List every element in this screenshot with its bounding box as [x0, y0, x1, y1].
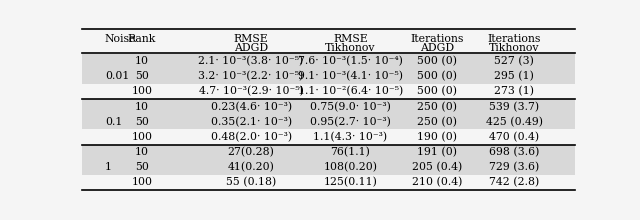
Text: 41(0.20): 41(0.20) [228, 162, 275, 172]
Bar [83, 53, 575, 69]
Bar [83, 145, 575, 160]
Text: 3.2· 10⁻³(2.2· 10⁻⁵): 3.2· 10⁻³(2.2· 10⁻⁵) [198, 71, 304, 81]
Text: 108(0.20): 108(0.20) [323, 162, 378, 172]
Text: 0.01: 0.01 [105, 71, 129, 81]
Text: 0.23(4.6· 10⁻³): 0.23(4.6· 10⁻³) [211, 101, 292, 112]
Text: ADGD: ADGD [234, 43, 268, 53]
Text: 125(0.11): 125(0.11) [323, 177, 377, 188]
Text: 470 (0.4): 470 (0.4) [489, 132, 539, 142]
Text: 9.1· 10⁻³(4.1· 10⁻⁵): 9.1· 10⁻³(4.1· 10⁻⁵) [298, 71, 403, 81]
Text: 250 (0): 250 (0) [417, 101, 457, 112]
Text: 0.48(2.0· 10⁻³): 0.48(2.0· 10⁻³) [211, 132, 292, 142]
Text: 295 (1): 295 (1) [494, 71, 534, 81]
Text: 55 (0.18): 55 (0.18) [226, 177, 276, 188]
Text: 698 (3.6): 698 (3.6) [489, 147, 539, 157]
Text: 210 (0.4): 210 (0.4) [412, 177, 462, 188]
Text: 10: 10 [135, 56, 149, 66]
Bar [83, 99, 575, 114]
Text: 273 (1): 273 (1) [494, 86, 534, 97]
Text: 10: 10 [135, 147, 149, 157]
Text: 729 (3.6): 729 (3.6) [489, 162, 539, 172]
Bar [83, 160, 575, 175]
Text: 539 (3.7): 539 (3.7) [489, 101, 539, 112]
Text: RMSE: RMSE [333, 34, 368, 44]
Text: 0.35(2.1· 10⁻³): 0.35(2.1· 10⁻³) [211, 117, 292, 127]
Text: 100: 100 [131, 177, 152, 187]
Text: 7.6· 10⁻³(1.5· 10⁻⁴): 7.6· 10⁻³(1.5· 10⁻⁴) [298, 56, 403, 66]
Text: 50: 50 [135, 71, 149, 81]
Text: 500 (0): 500 (0) [417, 71, 457, 81]
Text: Iterations: Iterations [410, 34, 464, 44]
Text: RMSE: RMSE [234, 34, 269, 44]
Text: 527 (3): 527 (3) [494, 56, 534, 66]
Text: 76(1.1): 76(1.1) [330, 147, 371, 157]
Text: 191 (0): 191 (0) [417, 147, 457, 157]
Text: 250 (0): 250 (0) [417, 117, 457, 127]
Text: 500 (0): 500 (0) [417, 86, 457, 97]
Text: 100: 100 [131, 132, 152, 142]
Text: 0.1: 0.1 [105, 117, 122, 127]
Text: 50: 50 [135, 162, 149, 172]
Text: 10: 10 [135, 102, 149, 112]
Text: 50: 50 [135, 117, 149, 127]
Text: 425 (0.49): 425 (0.49) [486, 117, 543, 127]
Text: 1: 1 [105, 162, 112, 172]
Text: 742 (2.8): 742 (2.8) [489, 177, 539, 188]
Text: ADGD: ADGD [420, 43, 454, 53]
Text: Tikhonov: Tikhonov [489, 43, 540, 53]
Text: 0.75(9.0· 10⁻³): 0.75(9.0· 10⁻³) [310, 101, 391, 112]
Text: 205 (0.4): 205 (0.4) [412, 162, 462, 172]
Text: Tikhonov: Tikhonov [325, 43, 376, 53]
Text: 0.95(2.7· 10⁻³): 0.95(2.7· 10⁻³) [310, 117, 391, 127]
Text: 100: 100 [131, 86, 152, 96]
Text: Noise: Noise [105, 34, 136, 44]
Bar [83, 114, 575, 129]
Text: 2.1· 10⁻³(3.8· 10⁻⁵): 2.1· 10⁻³(3.8· 10⁻⁵) [198, 56, 304, 66]
Text: 1.1· 10⁻²(6.4· 10⁻⁵): 1.1· 10⁻²(6.4· 10⁻⁵) [298, 86, 403, 97]
Text: 190 (0): 190 (0) [417, 132, 457, 142]
Text: 500 (0): 500 (0) [417, 56, 457, 66]
Text: Rank: Rank [128, 34, 156, 44]
Text: 27(0.28): 27(0.28) [228, 147, 275, 157]
Text: Iterations: Iterations [487, 34, 541, 44]
Text: 1.1(4.3· 10⁻³): 1.1(4.3· 10⁻³) [313, 132, 387, 142]
Text: 4.7· 10⁻³(2.9· 10⁻⁵): 4.7· 10⁻³(2.9· 10⁻⁵) [198, 86, 303, 97]
Bar [83, 69, 575, 84]
